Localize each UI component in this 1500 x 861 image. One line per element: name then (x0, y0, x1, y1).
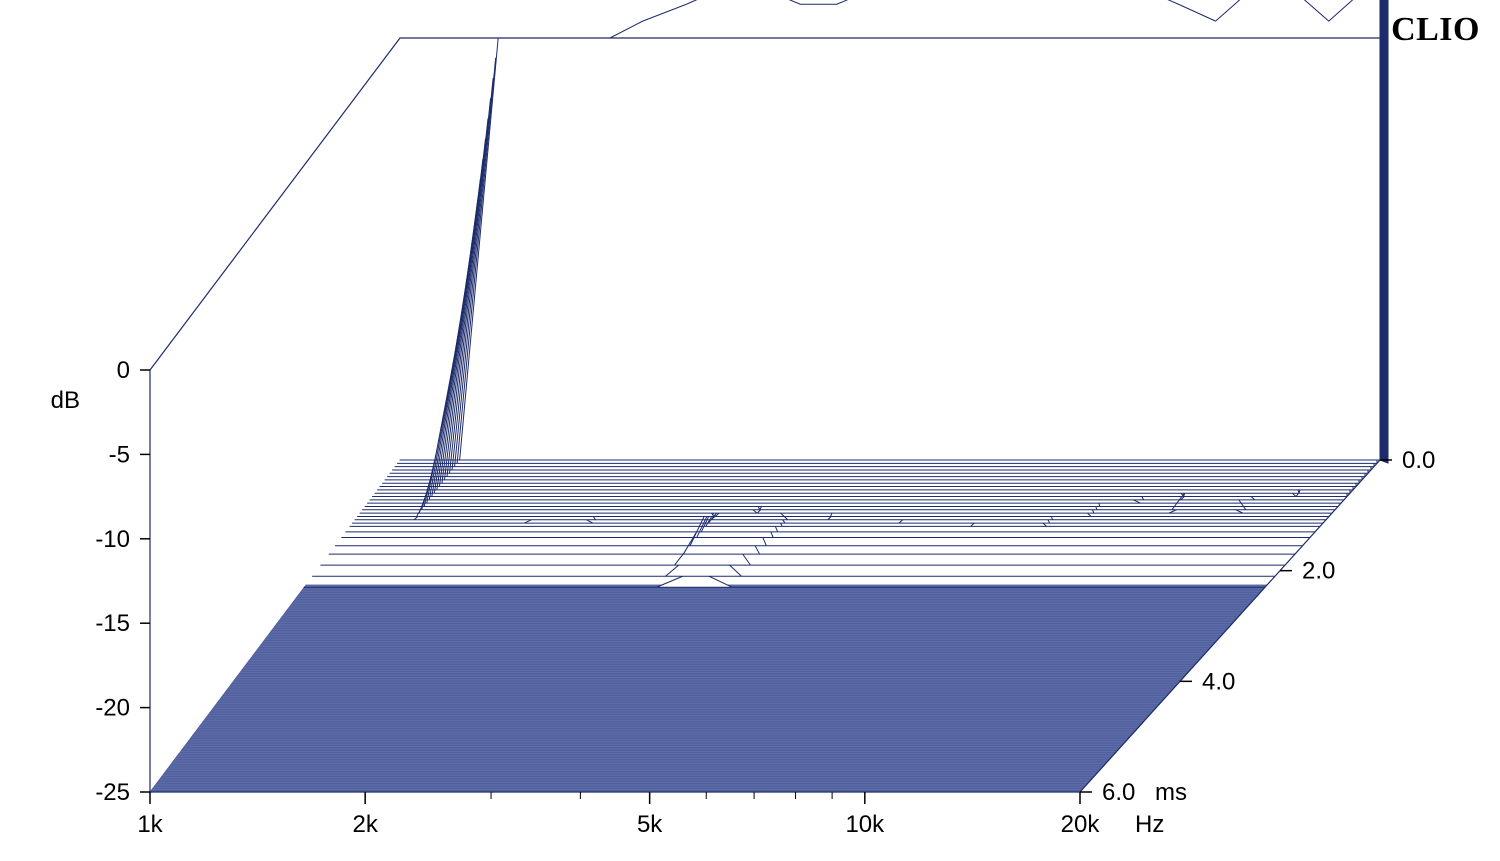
x-tick-label: 5k (637, 811, 663, 838)
plot-floor (150, 585, 1267, 792)
y-tick-label: -15 (95, 610, 130, 637)
z-axis-label: ms (1155, 779, 1187, 806)
x-tick-label: 20k (1061, 811, 1101, 838)
x-tick-label: 2k (353, 811, 379, 838)
y-axis-label: dB (51, 387, 80, 414)
z-tick-label: 4.0 (1202, 668, 1235, 695)
y-tick-label: 0 (117, 357, 130, 384)
z-tick-label: 2.0 (1302, 558, 1335, 585)
y-tick-label: -20 (95, 695, 130, 722)
waterfall-slices (304, 0, 1380, 587)
x-axis: 1k 2k 5k 10k 20k Hz (137, 792, 1164, 838)
y-axis: 0 -5 -10 -15 -20 -25 dB (51, 357, 150, 806)
brand-label: CLIO (1391, 11, 1480, 48)
x-axis-label: Hz (1135, 811, 1164, 838)
y-tick-label: -5 (109, 441, 130, 468)
z-tick-label: 0.0 (1402, 447, 1435, 474)
x-tick-label: 1k (137, 811, 163, 838)
y-tick-label: -25 (95, 779, 130, 806)
z-tick-label: 6.0 (1102, 779, 1135, 806)
x-tick-label: 10k (845, 811, 885, 838)
y-tick-label: -10 (95, 526, 130, 553)
waterfall-3d-plot: 0 -5 -10 -15 -20 -25 dB 1k 2k 5k 10k 20k Hz 0.0 2.0 4.0… (0, 0, 1500, 861)
